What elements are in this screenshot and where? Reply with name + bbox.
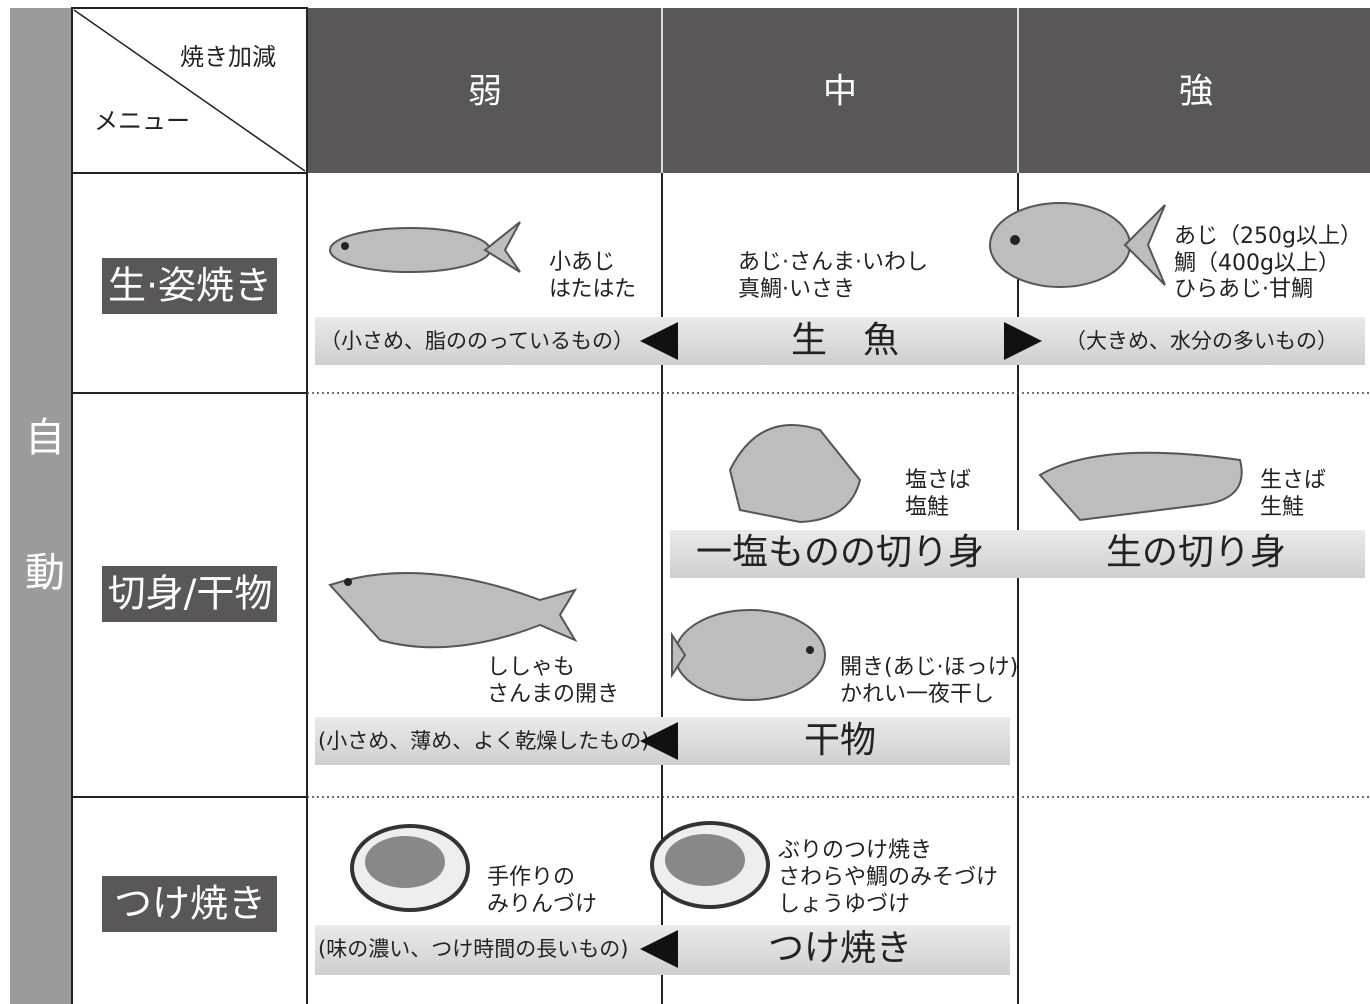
menu-label: 切身/干物	[108, 572, 273, 616]
menu-label: つけ焼き	[114, 882, 266, 926]
band-note: (小さめ、薄め、よく乾燥したもの)	[318, 729, 649, 753]
side-label: 自動	[18, 416, 64, 686]
band-note: (味の濃い、つけ時間の長いもの)	[318, 937, 628, 961]
menu-label: 生·姿焼き	[108, 264, 272, 308]
corner-top: 焼き加減	[180, 43, 276, 71]
item-text: さわらや鯛のみそづけ	[778, 865, 998, 890]
column-header: 弱	[468, 72, 502, 112]
item-text: 鯛（400g以上）	[1174, 251, 1340, 276]
item-text: あじ·さんま·いわし	[738, 250, 928, 275]
band-note: （小さめ、脂ののっているもの）	[320, 329, 634, 353]
corner-bottom: メニュー	[94, 107, 190, 135]
item-text: みりんづけ	[487, 892, 597, 917]
arrow	[1004, 322, 1042, 360]
item-text: あじ（250g以上）	[1174, 224, 1362, 249]
corner-diagonal	[73, 9, 306, 172]
band	[670, 530, 1365, 578]
item-text: さんまの開き	[487, 682, 619, 707]
item-text: 小あじ	[549, 250, 615, 275]
arrow	[640, 722, 678, 760]
item-text: しょうゆづけ	[778, 892, 910, 917]
item-text: 手作りの	[487, 865, 575, 890]
header-bg	[307, 8, 1370, 173]
band-label: つけ焼き	[768, 928, 912, 969]
arrow	[640, 930, 678, 968]
menu-box	[102, 258, 277, 314]
item-text: かれい一夜干し	[840, 682, 994, 707]
column-header: 強	[1179, 72, 1213, 112]
item-text: 塩さば	[905, 468, 971, 493]
band-label: 一塩ものの切り身	[696, 532, 984, 573]
item-text: 生鮭	[1260, 495, 1304, 520]
arrow	[640, 322, 678, 360]
band-note: （大きめ、水分の多いもの）	[1065, 329, 1338, 353]
item-text: ぶりのつけ焼き	[778, 838, 932, 863]
side-strip	[10, 8, 72, 1004]
item-text: 真鯛·いさき	[738, 277, 855, 302]
item-text: 開き(あじ·ほっけ)	[840, 655, 1018, 680]
menu-box	[102, 566, 277, 622]
band-label: 生の切り身	[1106, 532, 1286, 573]
item-text: ひらあじ·甘鯛	[1174, 277, 1313, 302]
item-text: 生さば	[1260, 468, 1326, 493]
item-text: はたはた	[549, 277, 636, 302]
column-header: 中	[823, 72, 857, 112]
fish-illustration	[328, 202, 1243, 912]
band	[315, 317, 1365, 365]
band-label: 干物	[804, 720, 876, 761]
menu-box	[102, 876, 277, 932]
item-text: 塩鮭	[905, 495, 949, 520]
band-label: 生 魚	[791, 320, 899, 361]
item-text: ししゃも	[487, 655, 575, 680]
